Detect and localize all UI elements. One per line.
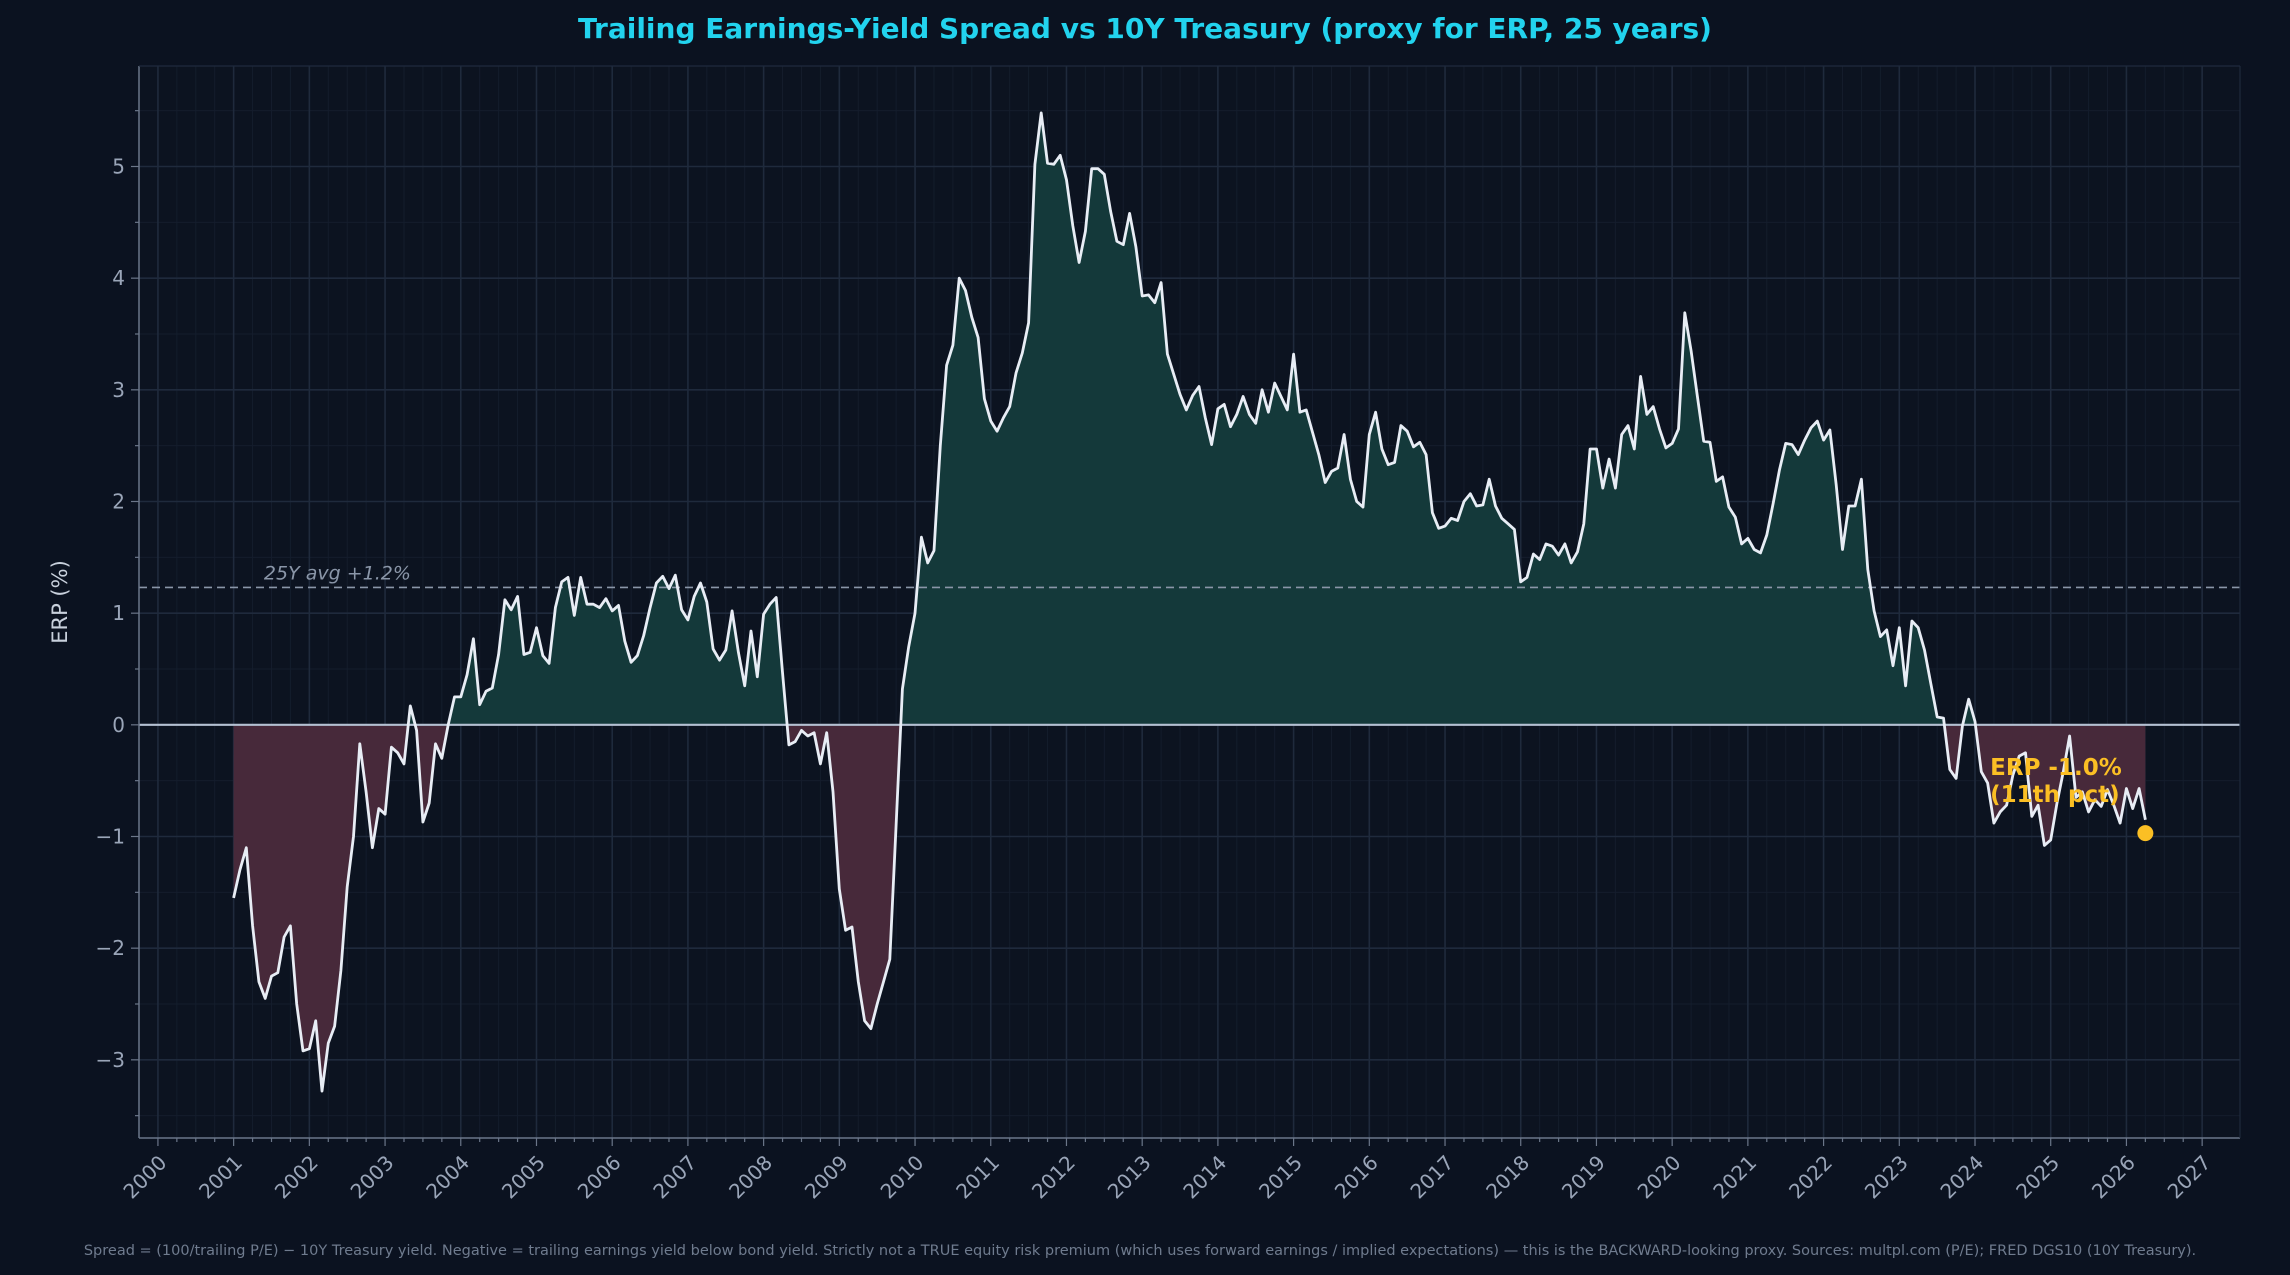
y-axis-label: ERP (%) <box>48 560 72 644</box>
y-tick-label: −2 <box>96 936 125 960</box>
average-label: 25Y avg +1.2% <box>264 562 411 584</box>
negative-spread-fill <box>233 724 2146 1092</box>
current-value-marker <box>2137 825 2154 842</box>
footnote: Spread = (100/trailing P/E) − 10Y Treasu… <box>84 1243 2196 1259</box>
y-tick-label: −1 <box>96 825 125 849</box>
erp-line <box>232 111 2147 1093</box>
y-tick-label: 1 <box>112 601 125 625</box>
y-tick-label: 3 <box>112 378 125 402</box>
y-tick-label: −3 <box>96 1048 125 1072</box>
y-tick-label: 0 <box>112 713 125 737</box>
y-tick-label: 5 <box>112 155 125 179</box>
y-tick-label: 4 <box>112 266 125 290</box>
chart-title: Trailing Earnings-Yield Spread vs 10Y Tr… <box>578 12 1712 45</box>
current-annotation-line2: (11th pct) <box>1990 782 2120 808</box>
positive-spread-fill <box>233 112 2146 725</box>
current-annotation-line1: ERP -1.0% <box>1990 755 2122 781</box>
minor-gridlines <box>139 66 2240 1138</box>
y-tick-labels: −3 −2 −1 0 1 2 3 4 5 <box>96 155 125 1072</box>
axes <box>131 65 2241 1146</box>
y-tick-label: 2 <box>112 490 125 514</box>
